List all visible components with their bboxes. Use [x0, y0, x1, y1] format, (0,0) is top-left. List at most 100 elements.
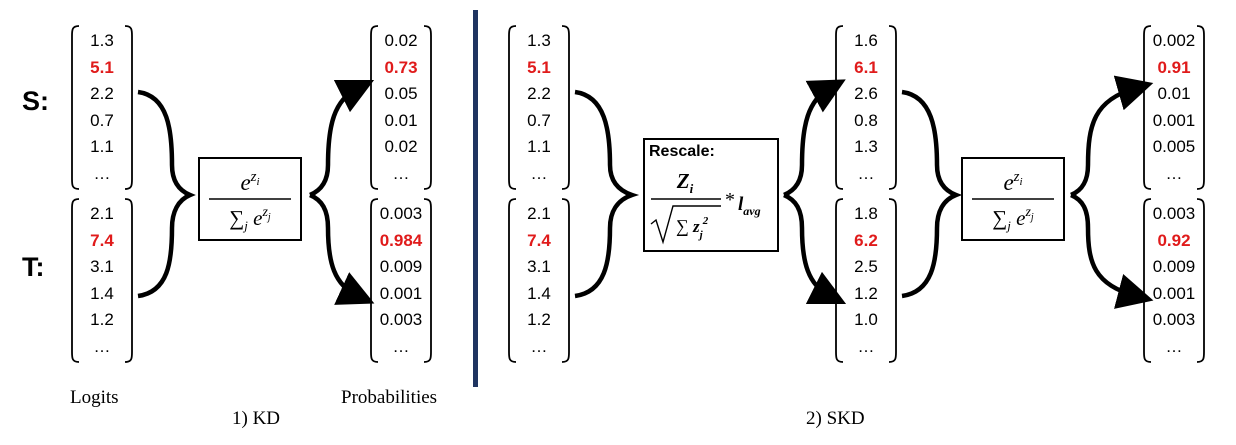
vector-value: 1.6	[854, 31, 878, 50]
vector-value: 0.01	[1157, 84, 1191, 103]
skd-merge-brace-2	[901, 89, 963, 299]
skd-teacher-logits: 2.1 7.4 3.1 1.4 1.2 …	[509, 201, 569, 360]
vector-value: 1.4	[527, 283, 551, 303]
vector-value: 0.05	[384, 84, 418, 103]
vector-value: 1.1	[527, 137, 551, 156]
kd-student-logits: 1.3 5.1 2.2 0.7 1.1 …	[72, 28, 132, 187]
kd-student-probs: 0.02 0.73 0.05 0.01 0.02 …	[371, 28, 431, 187]
student-row-label: S:	[22, 86, 49, 116]
vector-right-bracket	[1196, 25, 1205, 190]
skd-student-rescaled: 1.6 6.1 2.6 0.8 1.3 …	[836, 28, 896, 187]
skd-teacher-probs: 0.003 0.92 0.009 0.001 0.003 …	[1144, 201, 1204, 360]
vector-value: …	[857, 163, 875, 183]
vector-left-bracket	[835, 25, 844, 190]
vector-value: 1.0	[854, 310, 878, 329]
vector-value: …	[392, 163, 410, 183]
softmax-formula: ezi ∑j ezj	[209, 169, 291, 233]
rescale-box: Rescale: Zi ∑ zj2 * lavg	[643, 138, 779, 252]
vector-value: 0.7	[90, 110, 114, 130]
rescale-formula: Zi ∑ zj2 * lavg	[650, 169, 761, 245]
vector-value: 0.984	[379, 230, 423, 250]
vector-value: 2.2	[90, 84, 114, 103]
vector-value: …	[392, 336, 410, 356]
softmax-formula: ezi ∑j ezj	[972, 169, 1054, 233]
probabilities-caption: Probabilities	[341, 387, 438, 408]
kd-softmax-box: ezi ∑j ezj	[198, 157, 302, 241]
vector-value: 1.2	[854, 283, 878, 303]
teacher-row-label: T:	[22, 252, 45, 282]
logits-caption: Logits	[70, 387, 119, 408]
vector-left-bracket	[835, 198, 844, 363]
kd-caption: 1) KD	[232, 408, 281, 429]
vector-right-bracket	[1196, 198, 1205, 363]
vector-right-bracket	[423, 25, 432, 190]
vector-value: 0.91	[1157, 57, 1191, 77]
vector-left-bracket	[508, 198, 517, 363]
vector-value: 2.2	[527, 84, 551, 103]
vector-value: 2.6	[854, 84, 878, 103]
vector-value: 1.1	[90, 137, 114, 156]
vector-right-bracket	[423, 198, 432, 363]
svg-text:Zi: Zi	[676, 169, 694, 196]
vector-value: 1.3	[90, 31, 114, 50]
vector-value: 0.02	[384, 137, 418, 156]
skd-teacher-rescaled: 1.8 6.2 2.5 1.2 1.0 …	[836, 201, 896, 360]
vector-value: 1.3	[527, 31, 551, 50]
rescale-title: Rescale:	[649, 143, 715, 160]
vector-value: 0.01	[384, 110, 418, 130]
vector-value: 0.003	[1152, 310, 1196, 329]
vector-value: 0.001	[379, 283, 423, 303]
vector-value: 0.009	[1152, 257, 1196, 276]
vector-value: 0.92	[1157, 230, 1191, 250]
vector-value: …	[93, 163, 111, 183]
skd-student-logits: 1.3 5.1 2.2 0.7 1.1…	[509, 28, 569, 187]
vector-value: …	[857, 336, 875, 356]
vector-value: 0.8	[854, 110, 878, 130]
vector-value: 2.1	[527, 204, 551, 223]
vector-value: 3.1	[527, 257, 551, 276]
vector-value: 2.1	[90, 204, 114, 223]
vector-value: 0.02	[384, 31, 418, 50]
vector-value: 2.5	[854, 257, 878, 276]
skd-split-arrow-down-2	[1070, 192, 1154, 309]
vector-value: 7.4	[527, 230, 551, 250]
vector-value: 5.1	[90, 57, 114, 77]
vector-value: 6.2	[854, 230, 878, 250]
vector-value: 3.1	[90, 257, 114, 276]
vector-value: 1.3	[854, 137, 878, 156]
vector-value: 0.009	[379, 257, 423, 276]
vector-value: 1.8	[854, 204, 878, 223]
vector-value: 6.1	[854, 57, 878, 77]
vector-value: 0.001	[1152, 283, 1196, 303]
vector-value: …	[1165, 163, 1183, 183]
skd-caption: 2) SKD	[806, 408, 865, 429]
vector-right-bracket	[561, 198, 570, 363]
vector-left-bracket	[508, 25, 517, 190]
vector-value: 0.003	[1152, 204, 1196, 223]
vector-value: 7.4	[90, 230, 114, 250]
kd-merge-brace	[137, 89, 196, 299]
kd-split-arrow-up	[309, 79, 375, 198]
skd-split-arrow-up-2	[1070, 75, 1154, 198]
vector-value: 0.73	[384, 57, 418, 77]
vector-value: 0.003	[379, 204, 423, 223]
vector-left-bracket	[370, 25, 379, 190]
vector-left-bracket	[1143, 25, 1152, 190]
vector-value: …	[530, 336, 548, 356]
vector-value: …	[93, 336, 111, 356]
kd-split-arrow-down	[309, 192, 375, 305]
svg-text:∑: ∑	[676, 216, 689, 236]
vector-value: 0.005	[1152, 137, 1196, 156]
vector-value: …	[1165, 336, 1183, 356]
skd-split-arrow-down-1	[783, 192, 847, 305]
vector-left-bracket	[370, 198, 379, 363]
vector-value: …	[530, 163, 548, 183]
vector-left-bracket	[71, 198, 80, 363]
kd-teacher-probs: 0.003 0.984 0.009 0.001 0.003 …	[371, 201, 431, 360]
vector-value: 0.7	[527, 110, 551, 130]
vector-right-bracket	[124, 25, 133, 190]
skd-student-probs: 0.002 0.91 0.01 0.001 0.005…	[1144, 28, 1204, 187]
vector-value: 0.003	[379, 310, 423, 329]
vector-value: 1.2	[527, 310, 551, 329]
